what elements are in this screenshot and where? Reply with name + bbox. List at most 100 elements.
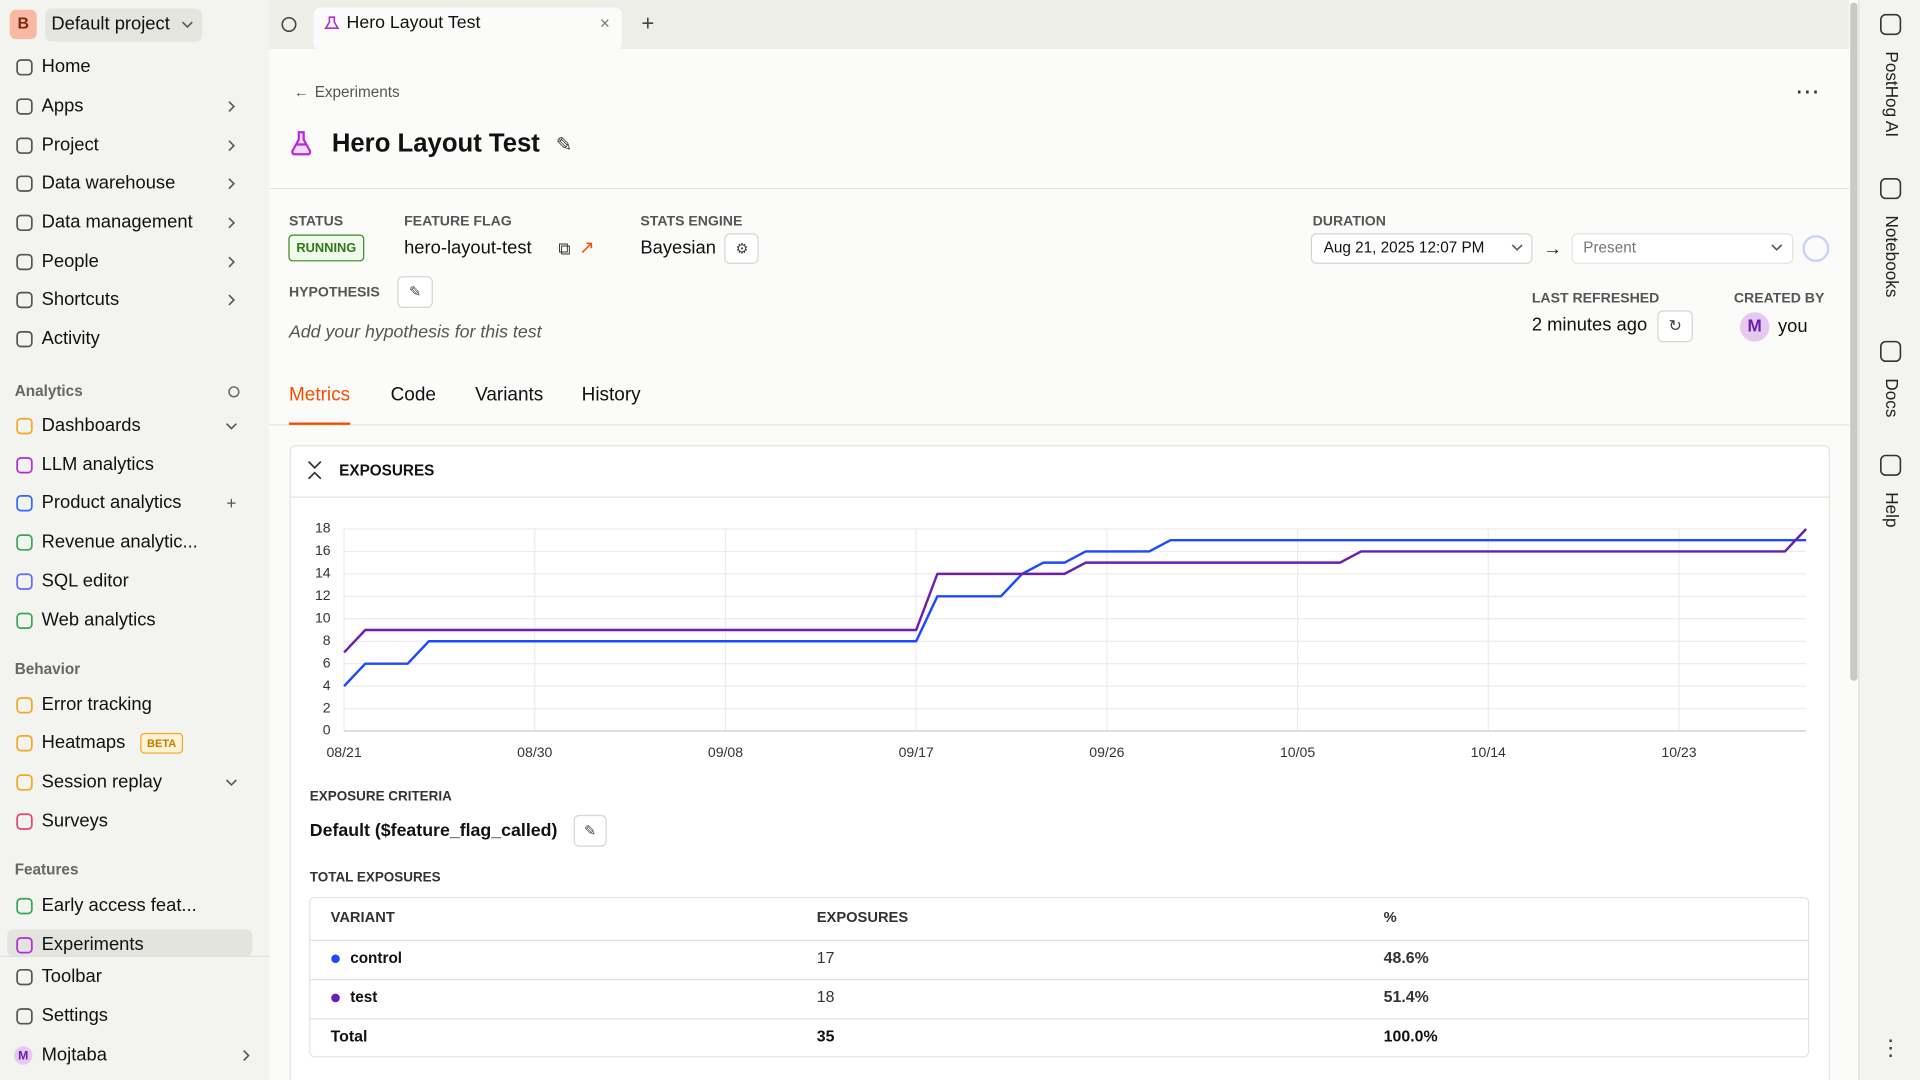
rail-label[interactable]: Help bbox=[1882, 492, 1902, 527]
nav-icon bbox=[16, 573, 33, 590]
chevron bbox=[228, 294, 236, 306]
nav-item[interactable]: SQL editor bbox=[42, 569, 129, 590]
stats-engine: Bayesian bbox=[640, 236, 716, 257]
nav-item[interactable]: Web analytics bbox=[42, 609, 156, 630]
nav-icon bbox=[16, 697, 33, 714]
nav-item[interactable]: LLM analytics bbox=[42, 453, 154, 474]
x-tick-label: 08/30 bbox=[517, 744, 552, 760]
edit-criteria[interactable] bbox=[573, 814, 607, 847]
y-tick-label: 14 bbox=[315, 565, 331, 581]
nav-icon bbox=[16, 735, 33, 752]
edit-title[interactable]: ✎ bbox=[556, 134, 572, 156]
total-label: Total bbox=[331, 1028, 368, 1045]
edit-hypothesis[interactable] bbox=[397, 276, 433, 308]
tab-icon bbox=[324, 16, 340, 29]
experiment-icon bbox=[291, 131, 312, 156]
nav-item[interactable]: Error tracking bbox=[42, 693, 152, 714]
back-arrow[interactable]: ← bbox=[294, 85, 309, 101]
chevron bbox=[181, 21, 193, 29]
nav-item[interactable]: Project bbox=[42, 134, 99, 155]
last-refreshed: 2 minutes ago bbox=[1532, 314, 1647, 335]
nav-item[interactable]: Data management bbox=[42, 211, 193, 232]
rail-icon bbox=[1880, 340, 1902, 363]
nav-item[interactable]: Apps bbox=[42, 94, 84, 115]
add-icon[interactable]: + bbox=[226, 493, 236, 513]
nav-icon bbox=[16, 417, 33, 435]
percent-cell: 48.6% bbox=[1384, 950, 1429, 967]
feature-flag[interactable]: hero-layout-test bbox=[404, 236, 532, 257]
nav-item[interactable]: Home bbox=[42, 55, 91, 76]
refresh[interactable] bbox=[1657, 310, 1693, 343]
collapse-icon[interactable] bbox=[307, 461, 322, 480]
nav-item[interactable]: Revenue analytic... bbox=[42, 530, 198, 551]
variant-dot bbox=[331, 954, 340, 964]
stats-settings[interactable] bbox=[724, 233, 759, 264]
nav-item[interactable]: Early access feat... bbox=[42, 894, 197, 915]
scrollbar[interactable] bbox=[1850, 2, 1858, 681]
nav-item[interactable]: Shortcuts bbox=[42, 288, 120, 309]
nav-item[interactable]: Settings bbox=[42, 1004, 108, 1025]
settings-icon bbox=[228, 386, 240, 398]
nav-item[interactable]: Activity bbox=[42, 327, 101, 348]
more-menu[interactable]: ⋯ bbox=[1795, 79, 1819, 106]
percent-cell: 51.4% bbox=[1384, 989, 1429, 1006]
tab[interactable]: Code bbox=[391, 385, 436, 406]
rail-label[interactable]: PostHog AI bbox=[1882, 51, 1902, 137]
sidebar-bg bbox=[0, 0, 270, 1080]
tab[interactable]: History bbox=[582, 385, 642, 406]
nav-item[interactable]: Data warehouse bbox=[42, 172, 176, 193]
status-value: RUNNING bbox=[296, 240, 356, 255]
date-end[interactable]: Present bbox=[1583, 240, 1636, 257]
nav-icon bbox=[16, 534, 33, 551]
exposures-cell: 18 bbox=[817, 989, 835, 1006]
series-line bbox=[343, 538, 1807, 687]
table-header: VARIANT bbox=[331, 910, 395, 926]
project-switcher[interactable] bbox=[45, 8, 203, 42]
open-icon[interactable]: ↗ bbox=[579, 236, 594, 257]
status-badge bbox=[288, 234, 365, 262]
y-tick-label: 0 bbox=[323, 722, 331, 738]
x-tick-label: 09/17 bbox=[899, 744, 934, 760]
chevron bbox=[228, 178, 236, 190]
date-end-select[interactable] bbox=[1571, 233, 1794, 264]
tab[interactable]: Metrics bbox=[289, 385, 350, 406]
variant-name: test bbox=[350, 989, 377, 1006]
project-name[interactable]: Default project bbox=[51, 12, 169, 33]
y-tick-label: 18 bbox=[315, 520, 331, 536]
user-avatar bbox=[14, 1046, 33, 1065]
nav-item[interactable]: Session replay bbox=[42, 770, 163, 791]
total-exposures: 35 bbox=[817, 1028, 835, 1045]
nav-item[interactable]: Surveys bbox=[42, 809, 108, 830]
search-icon[interactable] bbox=[281, 16, 297, 33]
close-tab[interactable]: × bbox=[600, 13, 610, 33]
tab-title[interactable]: Hero Layout Test bbox=[347, 12, 481, 32]
nav-item[interactable]: Toolbar bbox=[42, 965, 102, 986]
date-start-select[interactable] bbox=[1310, 233, 1533, 264]
nav-icon bbox=[16, 59, 33, 76]
new-tab[interactable]: + bbox=[641, 10, 654, 35]
user-initial: M bbox=[18, 1048, 28, 1062]
nav-item[interactable]: Heatmaps bbox=[42, 731, 126, 752]
breadcrumb[interactable]: Experiments bbox=[315, 84, 400, 101]
project-badge[interactable] bbox=[9, 9, 37, 40]
nav-item[interactable]: Product analytics bbox=[42, 491, 182, 512]
rail-more[interactable]: ⋮ bbox=[1880, 1035, 1902, 1060]
copy-icon[interactable]: ⧉ bbox=[558, 238, 570, 258]
nav-item[interactable]: People bbox=[42, 250, 99, 271]
rail-label[interactable]: Docs bbox=[1882, 378, 1902, 417]
avatar-initial: M bbox=[1748, 315, 1762, 335]
tab-bg[interactable] bbox=[313, 7, 623, 51]
badge bbox=[140, 732, 184, 754]
tab[interactable]: Variants bbox=[475, 385, 543, 406]
nav-item[interactable]: Experiments bbox=[42, 933, 144, 954]
created-by: you bbox=[1778, 315, 1808, 336]
active-nav-bg bbox=[7, 929, 253, 957]
criteria: Default ($feature_flag_called) bbox=[310, 820, 558, 840]
nav-item[interactable]: Mojtaba bbox=[42, 1043, 108, 1064]
nav-item[interactable]: Dashboards bbox=[42, 414, 141, 435]
date-start[interactable]: Aug 21, 2025 12:07 PM bbox=[1324, 240, 1485, 257]
chevron bbox=[228, 217, 236, 229]
x-tick-label: 09/26 bbox=[1089, 744, 1124, 760]
nav-icon bbox=[16, 175, 33, 192]
rail-label[interactable]: Notebooks bbox=[1882, 216, 1902, 298]
